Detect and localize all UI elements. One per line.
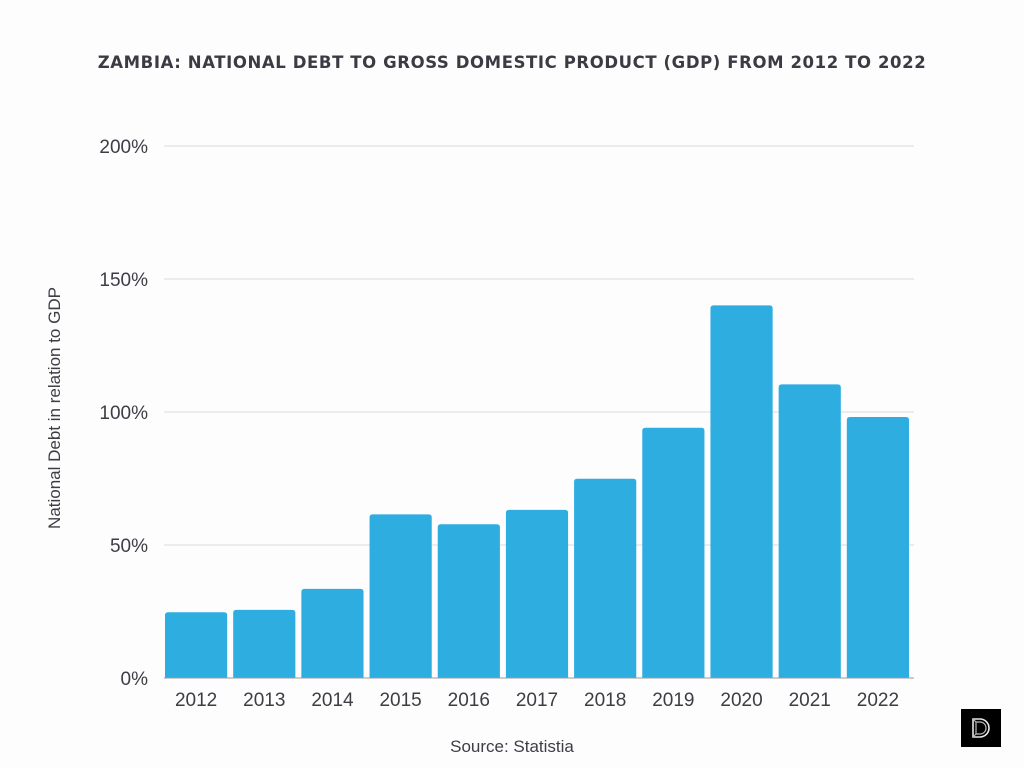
bar-2013 bbox=[233, 609, 296, 678]
y-tick-label: 0% bbox=[121, 669, 149, 690]
bar-2021 bbox=[778, 384, 841, 678]
bars bbox=[165, 305, 909, 678]
y-tick-label: 150% bbox=[99, 270, 148, 291]
bar-2012 bbox=[165, 612, 228, 678]
y-tick-label: 200% bbox=[99, 137, 148, 158]
x-tick-label: 2021 bbox=[789, 690, 831, 711]
x-tick-label: 2017 bbox=[516, 690, 558, 711]
x-tick-label: 2016 bbox=[448, 690, 490, 711]
bar-2017 bbox=[505, 509, 569, 678]
bar-2020 bbox=[710, 305, 773, 678]
y-tick-label: 100% bbox=[99, 403, 148, 424]
y-tick-label: 50% bbox=[110, 536, 148, 557]
bar-2018 bbox=[574, 478, 637, 678]
bar-2019 bbox=[642, 427, 705, 678]
brand-logo-icon bbox=[961, 709, 1001, 747]
chart-title: ZAMBIA: NATIONAL DEBT TO GROSS DOMESTIC … bbox=[97, 53, 927, 72]
x-tick-label: 2012 bbox=[175, 690, 217, 711]
x-tick-label: 2018 bbox=[584, 690, 626, 711]
x-tick-label: 2014 bbox=[311, 690, 354, 711]
bar-2014 bbox=[301, 588, 364, 678]
y-tick-labels: 0% 50% 100% 150% 200% bbox=[99, 137, 148, 690]
x-tick-label: 2015 bbox=[379, 690, 421, 711]
x-tick-label: 2019 bbox=[652, 690, 694, 711]
bar-2022 bbox=[846, 417, 909, 678]
x-tick-label: 2020 bbox=[720, 690, 762, 711]
source-caption: Source: Statistia bbox=[450, 737, 574, 756]
bar-2015 bbox=[369, 514, 432, 678]
x-tick-label: 2013 bbox=[243, 690, 285, 711]
bar-2016 bbox=[437, 524, 500, 678]
x-tick-labels: 2012 2013 2014 2015 2016 2017 2018 2019 2020 2021… bbox=[175, 690, 899, 711]
x-tick-label: 2022 bbox=[857, 690, 899, 711]
